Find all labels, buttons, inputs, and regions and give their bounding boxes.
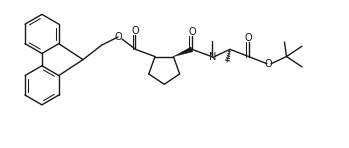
Text: O: O <box>114 32 122 42</box>
Text: O: O <box>132 26 139 36</box>
Text: O: O <box>245 33 252 43</box>
Text: O: O <box>188 27 196 37</box>
Polygon shape <box>173 47 193 57</box>
Text: N: N <box>209 52 216 62</box>
Text: O: O <box>264 59 272 69</box>
